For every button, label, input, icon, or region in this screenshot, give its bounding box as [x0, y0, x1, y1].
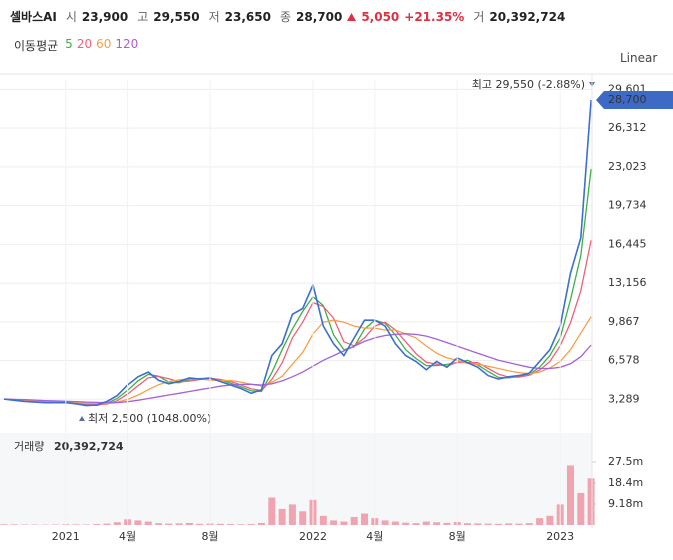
open-label: 시: [65, 10, 77, 24]
volume-bar: [567, 465, 574, 525]
volume-bar: [0, 524, 8, 525]
stock-name: 셀바스AI: [10, 10, 57, 24]
ma-legend: 이동평균 5 20 60 120: [14, 37, 138, 54]
volume-bar: [546, 515, 554, 525]
volume-bar: [536, 518, 544, 525]
volume-bar: [402, 522, 410, 525]
y-tick-label: 27.5m: [608, 455, 643, 468]
high-label: 고: [137, 10, 149, 24]
volume-bar: [391, 521, 399, 525]
close-label: 종: [279, 10, 291, 24]
x-tick-label: 2021: [52, 530, 80, 543]
volume-panel: [0, 433, 592, 525]
volume-total: 20,392,724: [54, 440, 124, 453]
volume-bar: [443, 522, 451, 525]
volume-bar: [299, 511, 307, 525]
volume-label: 거: [473, 10, 485, 24]
y-tick-label: 16,445: [608, 237, 647, 250]
x-tick-label: 8월: [201, 530, 218, 543]
volume-bar: [216, 523, 224, 525]
volume-bar: [319, 515, 327, 525]
volume-bar: [227, 524, 235, 525]
x-tick-label: 8월: [449, 530, 466, 543]
y-tick-label: 23,023: [608, 160, 647, 173]
low-value: 23,650: [224, 9, 271, 24]
volume-bar: [484, 523, 492, 525]
volume-title: 거래량: [14, 440, 44, 453]
close-value: 28,700: [296, 9, 343, 24]
y-tick-label: 6,578: [608, 354, 640, 367]
y-tick-label: 19,734: [608, 199, 647, 212]
volume-bar: [587, 478, 595, 525]
ma-line: [3, 240, 592, 406]
high-value: 29,550: [153, 9, 200, 24]
ma-line: [3, 333, 592, 404]
change-pct: +21.35%: [404, 9, 465, 24]
volume-bar: [350, 516, 358, 525]
y-tick-label: 18.4m: [608, 476, 643, 489]
volume-bar: [474, 523, 482, 525]
volume-bar: [72, 524, 80, 525]
last-price-label: 28,700: [608, 93, 647, 106]
low-label: 저: [208, 10, 220, 24]
volume-bar: [433, 522, 441, 525]
volume-bar: [196, 523, 204, 525]
x-tick-label: 2022: [299, 530, 327, 543]
volume-bar: [361, 513, 368, 525]
volume-bar: [93, 524, 101, 525]
volume-bar: [113, 522, 121, 525]
volume-bar: [268, 497, 276, 525]
volume-bar: [464, 523, 471, 525]
volume-bar: [144, 521, 152, 525]
legend-entry: 120: [115, 37, 139, 51]
volume-bar: [258, 522, 265, 525]
volume-bar: [185, 522, 193, 525]
up-icon: [347, 12, 357, 21]
volume-bar: [288, 504, 296, 525]
low-annotation: 최저 2,500 (1048.00%): [88, 412, 211, 425]
volume-bar: [237, 524, 245, 525]
x-tick-label: 4월: [366, 530, 383, 543]
volume-bar: [577, 492, 585, 525]
x-tick-label: 2023: [546, 530, 574, 543]
volume-bar: [165, 523, 173, 525]
open-value: 23,900: [81, 9, 129, 24]
y-tick-label: 3,289: [608, 392, 640, 405]
volume-value: 20,392,724: [489, 9, 566, 24]
volume-bar: [505, 523, 513, 525]
last-price-tag: [596, 91, 673, 110]
x-tick-label: 4월: [119, 530, 136, 543]
y-tick-label: 9,867: [608, 315, 640, 328]
quote-header: 셀바스AI 시 23,900 고 29,550 저 23,650 종 28,700 5,…: [10, 8, 565, 25]
volume-bar: [525, 523, 533, 525]
volume-bar: [381, 520, 389, 525]
volume-bar: [103, 523, 111, 525]
low-marker: [79, 416, 85, 421]
change-value: 5,050: [361, 9, 400, 24]
legend-entry: 20: [76, 37, 93, 51]
y-tick-label: 26,312: [608, 121, 647, 134]
volume-bar: [247, 524, 255, 525]
volume-bar: [175, 523, 183, 525]
volume-bar: [155, 523, 162, 525]
legend-entry: 5: [65, 37, 73, 51]
y-tick-label: 9.18m: [608, 497, 643, 510]
volume-bar: [515, 523, 523, 525]
scale-mode[interactable]: Linear: [620, 51, 658, 65]
high-annotation: 최고 29,550 (-2.88%): [472, 78, 585, 91]
legend-entry: 60: [96, 37, 112, 51]
volume-bar: [422, 521, 430, 525]
legend-title: 이동평균: [14, 39, 59, 53]
volume-bar: [278, 508, 286, 525]
volume-bar: [134, 520, 142, 525]
volume-bar: [412, 523, 420, 525]
volume-bar: [340, 521, 348, 525]
y-tick-label: 13,156: [608, 276, 647, 289]
volume-bar: [10, 524, 18, 525]
volume-bar: [494, 523, 502, 525]
volume-bar: [330, 520, 338, 525]
price-line: [3, 99, 592, 407]
